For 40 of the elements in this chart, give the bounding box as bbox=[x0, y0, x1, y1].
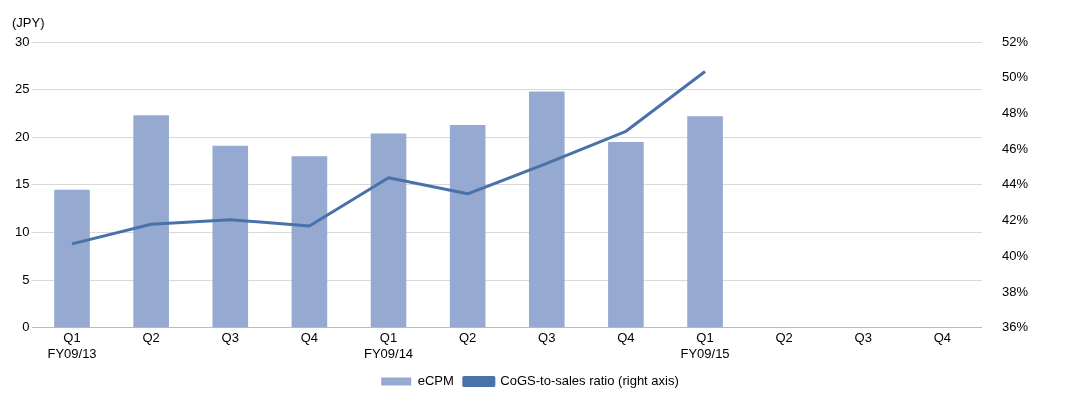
y2-tick-label: 48% bbox=[1001, 105, 1029, 121]
x-tick-label: Q4 bbox=[933, 330, 952, 346]
y2-tick-label: 38% bbox=[1001, 283, 1029, 299]
y-tick-label: 20 bbox=[14, 128, 30, 144]
bar bbox=[212, 145, 249, 328]
legend-label: CoGS-to-sales ratio (right axis) bbox=[500, 373, 679, 389]
x-tick-label: Q4 bbox=[617, 330, 635, 346]
y-tick-label: 25 bbox=[14, 81, 30, 97]
x-tick-label: Q2 bbox=[142, 330, 160, 346]
y-tick-label: 10 bbox=[14, 224, 30, 240]
bar bbox=[291, 156, 328, 328]
y2-tick-label: 44% bbox=[1001, 176, 1029, 192]
bar bbox=[54, 189, 90, 328]
y-tick-label: 15 bbox=[14, 176, 30, 192]
x-tick-label: Q1 FY09/15 bbox=[680, 330, 730, 361]
y-tick-label: 0 bbox=[22, 319, 30, 335]
x-tick-label: Q1 FY09/13 bbox=[47, 330, 97, 361]
x-tick-label: Q3 bbox=[854, 330, 872, 346]
y2-tick-label: 42% bbox=[1001, 212, 1029, 228]
y2-tick-label: 36% bbox=[1001, 319, 1029, 335]
bar bbox=[133, 115, 169, 328]
y-axis-title: (JPY) bbox=[12, 15, 45, 31]
legend-label: eCPM bbox=[417, 373, 454, 389]
bar bbox=[449, 124, 486, 328]
y2-tick-label: 40% bbox=[1001, 247, 1029, 263]
bar bbox=[608, 142, 644, 328]
y2-tick-label: 50% bbox=[1001, 69, 1029, 85]
x-tick-label: Q3 bbox=[538, 330, 556, 346]
x-tick-label: Q2 bbox=[775, 330, 793, 346]
bar bbox=[370, 133, 407, 328]
bar bbox=[528, 91, 565, 328]
x-tick-label: Q3 bbox=[221, 330, 239, 346]
x-tick-label: Q2 bbox=[458, 330, 477, 346]
y-tick-label: 30 bbox=[14, 33, 30, 49]
y2-tick-label: 52% bbox=[1001, 33, 1029, 49]
x-tick-label: Q4 bbox=[300, 330, 319, 346]
bar bbox=[687, 116, 723, 328]
x-tick-label: Q1 FY09/14 bbox=[363, 330, 414, 361]
y2-tick-label: 46% bbox=[1001, 140, 1029, 156]
y-tick-label: 5 bbox=[22, 271, 30, 287]
